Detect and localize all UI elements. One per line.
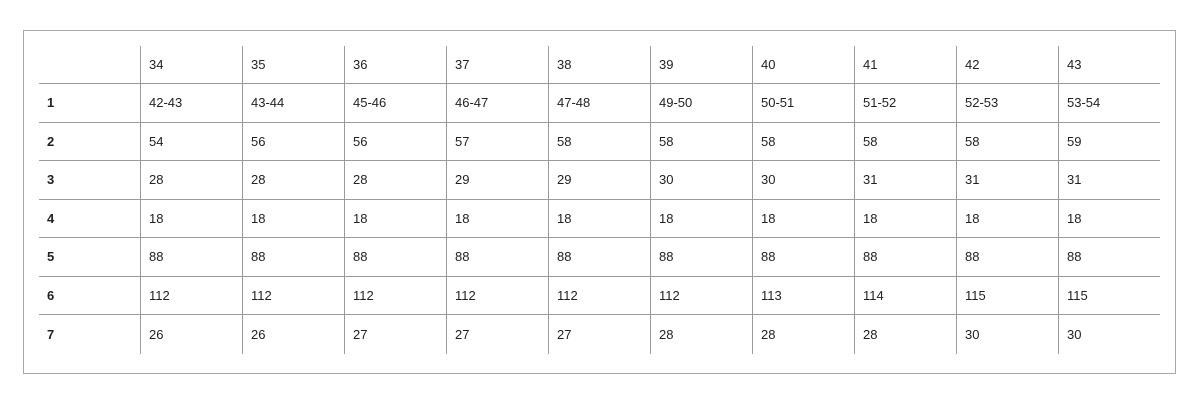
- table-cell: 59: [1058, 122, 1160, 161]
- column-header: 36: [344, 46, 446, 84]
- table-cell: 115: [1058, 276, 1160, 315]
- table-cell: 28: [344, 161, 446, 200]
- table-cell: 26: [140, 315, 242, 354]
- table-cell: 30: [1058, 315, 1160, 354]
- table-cell: 31: [1058, 161, 1160, 200]
- table-cell: 112: [446, 276, 548, 315]
- table-cell: 43-44: [242, 84, 344, 123]
- table-cell: 52-53: [956, 84, 1058, 123]
- table-cell: 18: [242, 199, 344, 238]
- table-cell: 18: [956, 199, 1058, 238]
- size-table: 34 35 36 37 38 39 40 41 42 43 1 42-43 43-44 45-46 46-4…: [39, 46, 1160, 354]
- table-cell: 54: [140, 122, 242, 161]
- table-cell: 18: [548, 199, 650, 238]
- table-cell: 112: [242, 276, 344, 315]
- column-header: 42: [956, 46, 1058, 84]
- table-cell: 18: [344, 199, 446, 238]
- table-cell: 114: [854, 276, 956, 315]
- table-cell: 57: [446, 122, 548, 161]
- corner-cell: [39, 46, 140, 84]
- table-cell: 27: [344, 315, 446, 354]
- table-cell: 112: [140, 276, 242, 315]
- table-cell: 29: [446, 161, 548, 200]
- table-cell: 47-48: [548, 84, 650, 123]
- table-cell: 31: [956, 161, 1058, 200]
- table-cell: 58: [650, 122, 752, 161]
- row-header: 6: [39, 277, 140, 315]
- table-cell: 56: [344, 122, 446, 161]
- table-cell: 30: [956, 315, 1058, 354]
- table-cell: 18: [446, 199, 548, 238]
- table-cell: 28: [242, 161, 344, 200]
- table-cell: 56: [242, 122, 344, 161]
- table-cell: 27: [548, 315, 650, 354]
- column-header: 34: [140, 46, 242, 84]
- table-cell: 88: [1058, 238, 1160, 277]
- column-header: 35: [242, 46, 344, 84]
- table-cell: 28: [650, 315, 752, 354]
- table-cell: 58: [752, 122, 854, 161]
- row-header: 4: [39, 200, 140, 238]
- table-cell: 46-47: [446, 84, 548, 123]
- table-cell: 50-51: [752, 84, 854, 123]
- column-header: 43: [1058, 46, 1160, 84]
- table-cell: 18: [1058, 199, 1160, 238]
- table-cell: 42-43: [140, 84, 242, 123]
- table-cell: 30: [752, 161, 854, 200]
- table-cell: 112: [344, 276, 446, 315]
- row-header: 1: [39, 84, 140, 123]
- table-cell: 113: [752, 276, 854, 315]
- table-cell: 88: [956, 238, 1058, 277]
- table-cell: 51-52: [854, 84, 956, 123]
- table-cell: 31: [854, 161, 956, 200]
- table-cell: 88: [854, 238, 956, 277]
- table-cell: 18: [752, 199, 854, 238]
- table-cell: 58: [956, 122, 1058, 161]
- column-header: 41: [854, 46, 956, 84]
- table-cell: 18: [650, 199, 752, 238]
- table-cell: 29: [548, 161, 650, 200]
- table-cell: 27: [446, 315, 548, 354]
- row-header: 3: [39, 161, 140, 200]
- table-cell: 88: [140, 238, 242, 277]
- table-cell: 53-54: [1058, 84, 1160, 123]
- row-header: 2: [39, 123, 140, 161]
- column-header: 40: [752, 46, 854, 84]
- row-header: 5: [39, 238, 140, 277]
- table-cell: 88: [242, 238, 344, 277]
- table-cell: 112: [650, 276, 752, 315]
- table-cell: 115: [956, 276, 1058, 315]
- table-cell: 58: [548, 122, 650, 161]
- table-frame: [23, 30, 1176, 374]
- column-header: 38: [548, 46, 650, 84]
- table-cell: 18: [140, 199, 242, 238]
- table-cell: 88: [548, 238, 650, 277]
- table-cell: 28: [854, 315, 956, 354]
- column-header: 37: [446, 46, 548, 84]
- table-cell: 49-50: [650, 84, 752, 123]
- table-cell: 58: [854, 122, 956, 161]
- table-cell: 28: [752, 315, 854, 354]
- table-cell: 88: [344, 238, 446, 277]
- column-header: 39: [650, 46, 752, 84]
- table-cell: 18: [854, 199, 956, 238]
- table-cell: 30: [650, 161, 752, 200]
- table-cell: 112: [548, 276, 650, 315]
- table-cell: 88: [650, 238, 752, 277]
- table-cell: 26: [242, 315, 344, 354]
- table-cell: 28: [140, 161, 242, 200]
- table-cell: 88: [446, 238, 548, 277]
- row-header: 7: [47, 326, 55, 342]
- table-cell: 88: [752, 238, 854, 277]
- table-cell: 45-46: [344, 84, 446, 123]
